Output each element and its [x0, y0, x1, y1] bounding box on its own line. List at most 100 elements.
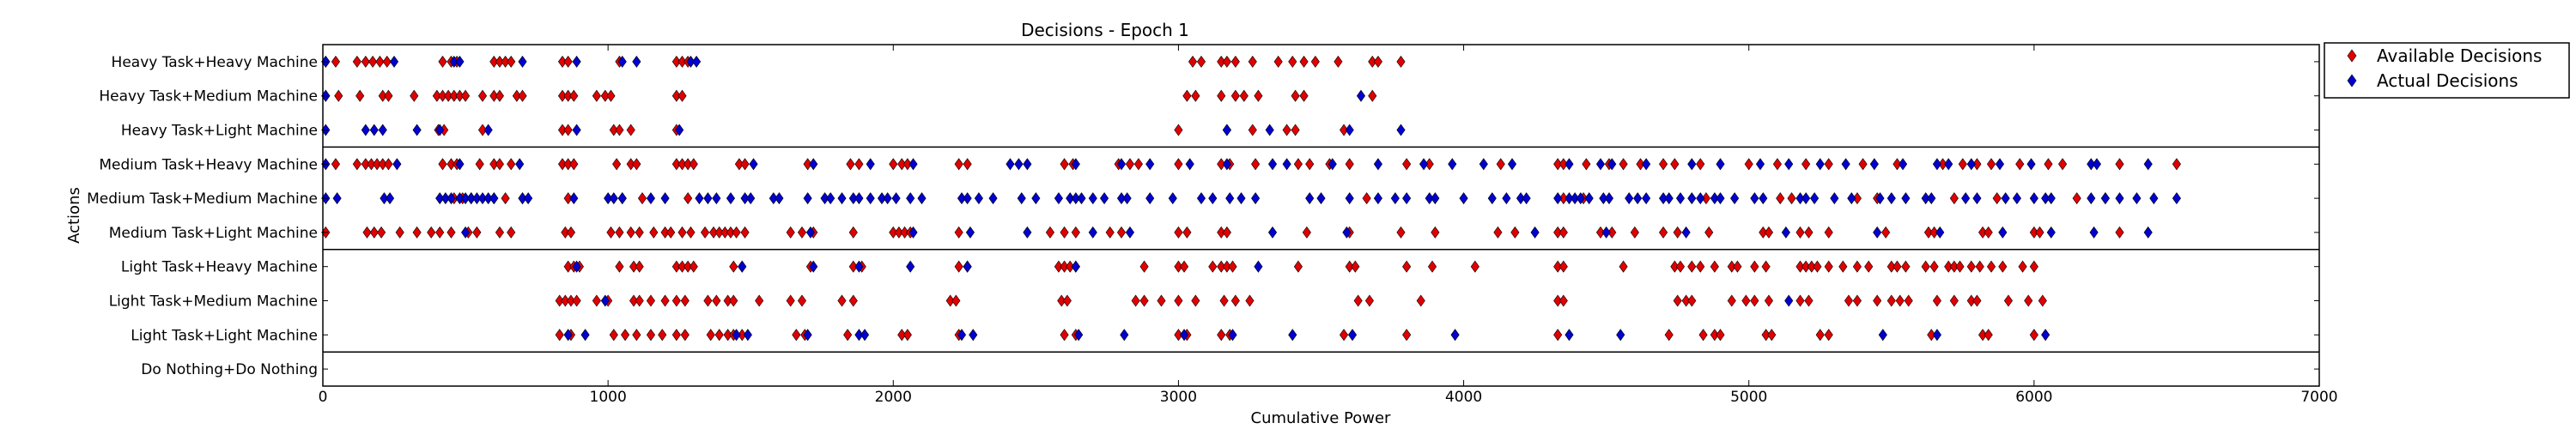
available-decision-point	[1852, 294, 1862, 307]
available-decision-point	[1975, 260, 1984, 273]
actual-decision-point	[435, 124, 445, 136]
available-decision-point	[671, 158, 681, 171]
available-decision-point	[449, 89, 459, 102]
available-decision-point	[1801, 158, 1811, 171]
available-decision-point	[1978, 226, 1988, 239]
y-tick-label: Heavy Task+Light Machine	[121, 123, 318, 140]
available-decision-point	[1815, 329, 1825, 341]
available-decision-point	[1636, 158, 1645, 171]
available-decision-point	[1293, 158, 1303, 171]
available-decision-point	[1932, 294, 1941, 307]
available-decision-point	[362, 226, 372, 239]
actual-decision-point	[2046, 192, 2056, 205]
available-decision-point	[726, 226, 736, 239]
available-decision-point	[1696, 158, 1705, 171]
actual-decision-point	[2029, 192, 2038, 205]
available-decision-point	[1955, 260, 1965, 273]
actual-decision-point	[917, 192, 927, 205]
actual-decision-point	[1023, 226, 1032, 239]
available-decision-point	[1340, 124, 1349, 136]
actual-decision-point	[2132, 192, 2142, 205]
available-decision-point	[1402, 158, 1412, 171]
available-decision-point	[1858, 158, 1868, 171]
available-decision-point	[1929, 226, 1939, 239]
available-decision-point	[1558, 260, 1568, 273]
available-decision-point	[897, 158, 907, 171]
available-decision-point	[609, 329, 618, 341]
actual-decision-point	[726, 192, 736, 205]
available-decision-point	[489, 55, 499, 68]
available-decision-point	[1675, 260, 1686, 273]
actual-decision-point	[1810, 192, 1820, 205]
available-decision-point	[1844, 294, 1854, 307]
available-decision-point	[660, 226, 670, 239]
actual-decision-point	[440, 192, 450, 205]
actual-decision-point	[1390, 192, 1400, 205]
available-decision-point	[557, 158, 568, 171]
available-decision-point	[1402, 260, 1412, 273]
available-decision-point	[1245, 294, 1255, 307]
actual-decision-point	[1687, 158, 1697, 171]
actual-decision-point	[412, 124, 422, 136]
available-decision-point	[1984, 226, 1993, 239]
available-decision-point	[1217, 55, 1226, 68]
actual-decision-point	[569, 192, 579, 205]
available-decision-point	[723, 329, 732, 341]
y-tick-label: Heavy Task+Medium Machine	[99, 88, 318, 106]
available-decision-point	[1986, 260, 1996, 273]
actual-decision-point	[380, 192, 389, 205]
available-decision-point	[410, 89, 419, 102]
y-tick-label: Heavy Task+Heavy Machine	[112, 54, 318, 71]
available-decision-point	[1733, 260, 1742, 273]
available-decision-point	[1553, 158, 1563, 171]
actual-decision-point	[466, 192, 476, 205]
actual-decision-point	[524, 192, 533, 205]
actual-decision-point	[1927, 192, 1936, 205]
available-decision-point	[1673, 294, 1682, 307]
available-decision-point	[384, 89, 393, 102]
available-decision-point	[447, 158, 456, 171]
available-decision-point	[1804, 294, 1814, 307]
available-decision-point	[1659, 226, 1668, 239]
available-decision-point	[609, 124, 618, 136]
available-decision-point	[889, 158, 898, 171]
actual-decision-point	[1071, 192, 1080, 205]
actual-decision-point	[617, 192, 627, 205]
actual-decision-point	[1675, 192, 1686, 205]
available-decision-point	[701, 226, 710, 239]
x-tick-label: 1000	[590, 389, 627, 406]
available-decision-point	[1687, 294, 1697, 307]
actual-decision-point	[866, 192, 875, 205]
available-decision-point	[954, 260, 963, 273]
available-decision-point	[1558, 226, 1568, 239]
available-decision-point	[2024, 294, 2033, 307]
available-decision-point	[566, 294, 576, 307]
available-decision-point	[475, 158, 484, 171]
available-decision-point	[1670, 260, 1680, 273]
available-decision-point	[686, 226, 696, 239]
available-decision-point	[1254, 89, 1263, 102]
available-decision-point	[1824, 329, 1833, 341]
actual-decision-point	[1487, 192, 1497, 205]
available-decision-point	[1208, 260, 1218, 273]
available-decision-point	[557, 124, 568, 136]
available-decision-point	[1553, 329, 1563, 341]
available-decision-point	[1291, 124, 1300, 136]
available-decision-point	[1174, 329, 1183, 341]
available-decision-point	[703, 294, 713, 307]
available-decision-point	[732, 226, 741, 239]
available-decision-point	[1761, 329, 1771, 341]
actual-decision-point	[1759, 192, 1768, 205]
available-decision-point	[689, 158, 698, 171]
available-decision-point	[1813, 260, 1822, 273]
actual-decision-point	[1878, 329, 1887, 341]
actual-decision-point	[974, 192, 983, 205]
available-decision-point	[1852, 260, 1862, 273]
available-decision-point	[683, 192, 693, 205]
actual-decision-point	[1633, 192, 1643, 205]
x-tick-label: 0	[319, 389, 328, 406]
actual-decision-point	[1450, 329, 1460, 341]
available-decision-point	[1282, 124, 1291, 136]
available-decision-point	[635, 260, 644, 273]
available-decision-point	[1949, 294, 1959, 307]
